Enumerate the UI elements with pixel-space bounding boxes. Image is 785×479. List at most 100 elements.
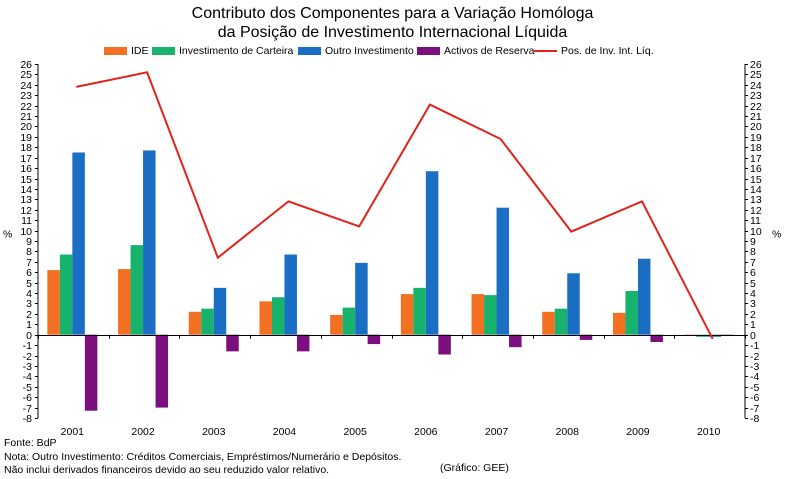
y-tick-label-left: -2 <box>23 351 32 363</box>
bar-activos-de-reserva-2004 <box>296 334 310 352</box>
y-tick-label-right: 9 <box>750 236 756 248</box>
bar-activos-de-reserva-2001 <box>84 334 98 411</box>
y-tick-label-right: 23 <box>750 90 762 102</box>
y-tick-label-left: 14 <box>20 184 32 196</box>
legend-label-carteira: Investimento de Carteira <box>179 45 294 57</box>
y-tick-label-right: 3 <box>750 298 756 310</box>
y-tick-label-left: 21 <box>20 111 32 123</box>
bar-outro-investimento-2003 <box>213 287 227 335</box>
bar-activos-de-reserva-2003 <box>226 334 239 352</box>
y-tick-label-left: -8 <box>23 413 32 425</box>
x-tick-label: 2005 <box>343 426 367 438</box>
bar-outro-investimento-2001 <box>72 152 85 335</box>
legend-swatch-outro <box>298 47 321 55</box>
bar-ide-2003 <box>188 311 202 335</box>
y-tick-label-right: 1 <box>750 319 756 331</box>
y-tick-label-left: 3 <box>26 298 32 310</box>
y-tick-label-left: 19 <box>20 132 32 144</box>
y-tick-label-right: 22 <box>750 101 762 113</box>
legend-swatch-reserva <box>417 47 440 55</box>
bar-investimento-de-carteira-2009 <box>625 290 638 335</box>
bar-investimento-de-carteira-2007 <box>484 295 497 335</box>
bar-activos-de-reserva-2005 <box>367 334 381 345</box>
bar-investimento-de-carteira-2005 <box>342 307 356 335</box>
footer-credit: (Gráfico: GEE) <box>440 462 509 474</box>
x-tick-label: 2007 <box>485 426 509 438</box>
legend-swatch-carteira <box>152 47 175 55</box>
legend-label-pos: Pos. de Inv. Int. Líq. <box>561 45 654 57</box>
y-tick-label-left: 25 <box>20 69 32 81</box>
y-tick-label-right: 21 <box>750 111 762 123</box>
y-tick-label-left: 8 <box>26 246 32 258</box>
y-tick-label-left: -7 <box>23 403 32 415</box>
chart-title-line2: da Posição de Investimento Internacional… <box>217 24 568 41</box>
bar-activos-de-reserva-2006 <box>438 334 451 355</box>
legend-label-ide: IDE <box>131 45 149 57</box>
y-tick-label-left: 23 <box>20 90 32 102</box>
bar-ide-2008 <box>542 311 555 335</box>
legend-swatch-ide <box>104 47 127 55</box>
y-tick-label-left: 24 <box>20 80 32 92</box>
y-tick-label-right: 6 <box>750 267 756 279</box>
y-tick-label-left: 20 <box>20 121 32 133</box>
line-pos-inv-int-liq <box>76 71 714 340</box>
y-tick-label-left: 6 <box>26 267 32 279</box>
bar-investimento-de-carteira-2001 <box>59 254 73 335</box>
y-tick-label-right: 11 <box>750 215 761 227</box>
y-tick-label-right: -4 <box>750 371 759 383</box>
bar-activos-de-reserva-2009 <box>650 334 663 342</box>
bar-ide-2002 <box>118 269 131 335</box>
y-tick-label-right: 24 <box>750 80 762 92</box>
x-tick-label: 2001 <box>61 426 85 438</box>
bar-ide-2007 <box>471 294 485 335</box>
chart-title-line1: Contributo dos Componentes para a Variaç… <box>191 5 594 22</box>
y-tick-label-right: 2 <box>750 309 756 321</box>
legend-label-outro: Outro Investimento <box>325 45 414 57</box>
y-tick-label-right: 25 <box>750 69 762 81</box>
y-tick-label-right: -6 <box>750 392 759 404</box>
y-tick-label-right: 5 <box>750 278 756 290</box>
bar-ide-2006 <box>400 294 414 335</box>
y-tick-label-left: -3 <box>23 361 32 373</box>
footer-source: Fonte: BdP <box>4 437 57 449</box>
legend-line-pos <box>534 50 557 52</box>
bar-outro-investimento-2008 <box>567 273 580 335</box>
y-tick-label-right: 17 <box>750 153 762 165</box>
y-tick-label-right: 14 <box>750 184 762 196</box>
y-tick-label-right: -2 <box>750 351 759 363</box>
bar-activos-de-reserva-2002 <box>155 334 169 408</box>
y-tick-label-left: 5 <box>26 278 32 290</box>
bar-outro-investimento-2007 <box>496 207 510 335</box>
y-tick-label-left: 26 <box>20 59 32 71</box>
y-tick-label-right: 19 <box>750 132 762 144</box>
y-tick-label-left: 11 <box>21 215 32 227</box>
y-tick-label-right: 12 <box>750 205 762 217</box>
y-tick-label-left: 9 <box>26 236 32 248</box>
bar-outro-investimento-2002 <box>143 150 156 335</box>
bar-ide-2001 <box>47 270 60 335</box>
x-tick-label: 2002 <box>131 426 155 438</box>
legend-label-reserva: Activos de Reserva <box>444 45 535 57</box>
bar-ide-2009 <box>612 312 626 335</box>
y-tick-label-right: -3 <box>750 361 759 373</box>
y-tick-label-left: 1 <box>26 319 32 331</box>
y-tick-label-right: 13 <box>750 194 762 206</box>
y-tick-label-right: 20 <box>750 121 762 133</box>
y-tick-label-right: 26 <box>750 59 762 71</box>
bar-outro-investimento-2004 <box>284 254 297 335</box>
y-tick-label-left: -6 <box>23 392 32 404</box>
y-tick-label-right: -7 <box>750 403 759 415</box>
footer-note-1: Nota: Outro Investimento: Créditos Comer… <box>4 451 402 463</box>
footer-note-2: Não inclui derivados financeiros devido … <box>4 464 330 476</box>
y-tick-label-left: -4 <box>23 371 32 383</box>
y-tick-label-left: 12 <box>20 205 32 217</box>
x-tick-label: 2010 <box>697 426 721 438</box>
y-tick-label-left: 22 <box>20 101 32 113</box>
y-tick-label-right: -8 <box>750 413 759 425</box>
bar-investimento-de-carteira-2008 <box>554 308 568 335</box>
y-tick-label-right: 0 <box>750 330 756 342</box>
x-tick-label: 2009 <box>626 426 650 438</box>
y-tick-label-right: 15 <box>750 174 762 186</box>
y-tick-label-left: 13 <box>20 194 32 206</box>
